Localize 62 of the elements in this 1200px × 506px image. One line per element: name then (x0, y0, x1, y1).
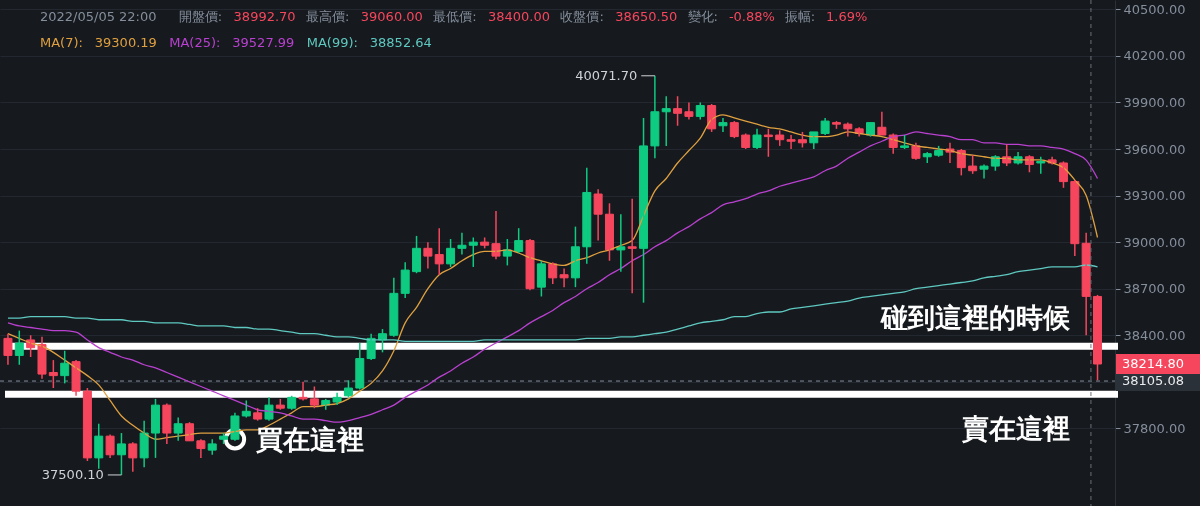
candlestick (82, 387, 92, 462)
candlestick (684, 101, 694, 121)
candlestick (14, 329, 24, 366)
text: 38214.80 (1122, 356, 1185, 372)
annotation: 最低價: (433, 9, 477, 24)
ref-line-label: 賣在這裡 (961, 413, 1070, 445)
candlestick (752, 128, 762, 150)
annotation: 38992.70 (233, 9, 296, 24)
y-tick-label: 40200.00 (1123, 48, 1186, 64)
text: MA(7): (40, 35, 83, 50)
candlestick (446, 238, 456, 268)
annotation: 振幅: (784, 9, 816, 24)
y-tick-label: 37800.00 (1123, 420, 1186, 436)
annotation: 38400.00 (488, 9, 551, 24)
text: MA(99): (306, 35, 358, 50)
annotation: 37500.10 (41, 466, 104, 482)
annotation: 最高價: (306, 9, 350, 24)
candlestick (820, 117, 830, 136)
annotation: 39060.00 (360, 9, 423, 24)
annotation: 1.69% (826, 9, 868, 24)
candlestick (673, 95, 683, 127)
annotation: 變化: (687, 9, 718, 24)
annotation: 38852.64 (369, 35, 432, 50)
candlestick (627, 197, 637, 295)
annotation: 39527.99 (232, 35, 295, 50)
annotation: 38650.50 (615, 9, 678, 24)
candlestick (196, 438, 206, 459)
candlestick (1093, 294, 1103, 382)
candlestick (786, 134, 796, 150)
candlestick (116, 432, 126, 476)
y-tick-label: 40500.00 (1123, 1, 1186, 17)
y-tick-label: 38700.00 (1123, 281, 1186, 297)
candlestick (979, 163, 989, 180)
annotation: 收盤價: (560, 9, 604, 24)
annotation: 39300.19 (94, 35, 157, 50)
candlestick (968, 154, 978, 175)
y-tick-label: 39300.00 (1123, 188, 1186, 204)
candlestick (139, 419, 149, 468)
annotation: 40071.70 (575, 67, 638, 83)
y-tick-label: 39000.00 (1123, 234, 1186, 250)
annotation: -0.88% (728, 9, 775, 24)
candlestick (593, 188, 603, 242)
text: MA(25): (169, 35, 221, 50)
y-tick-label: 39900.00 (1123, 94, 1186, 110)
annotation: 開盤價: (178, 9, 223, 24)
candlestick (468, 236, 478, 268)
candlestick (763, 128, 773, 158)
candlestick (94, 422, 104, 470)
candlestick (423, 241, 433, 270)
annotation: 2022/05/05 22:00 (40, 9, 157, 24)
candlestick (1036, 156, 1046, 175)
candlestick (650, 75, 660, 160)
ref-line-label: 38105.08 (1122, 373, 1185, 389)
candlestick (877, 111, 887, 136)
candlestick (309, 385, 319, 409)
annotation: 買在這裡 (256, 424, 364, 455)
candlestick (536, 260, 546, 298)
ref-line-label: 碰到這裡的時候 (880, 302, 1071, 334)
candlestick (151, 398, 160, 459)
y-tick-label: 38400.00 (1123, 327, 1186, 343)
y-tick-label: 39600.00 (1123, 141, 1186, 157)
candlestick (298, 381, 308, 402)
